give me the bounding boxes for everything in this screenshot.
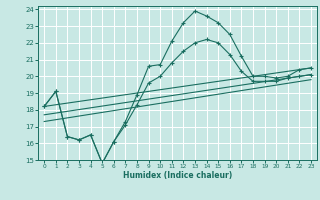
X-axis label: Humidex (Indice chaleur): Humidex (Indice chaleur) <box>123 171 232 180</box>
